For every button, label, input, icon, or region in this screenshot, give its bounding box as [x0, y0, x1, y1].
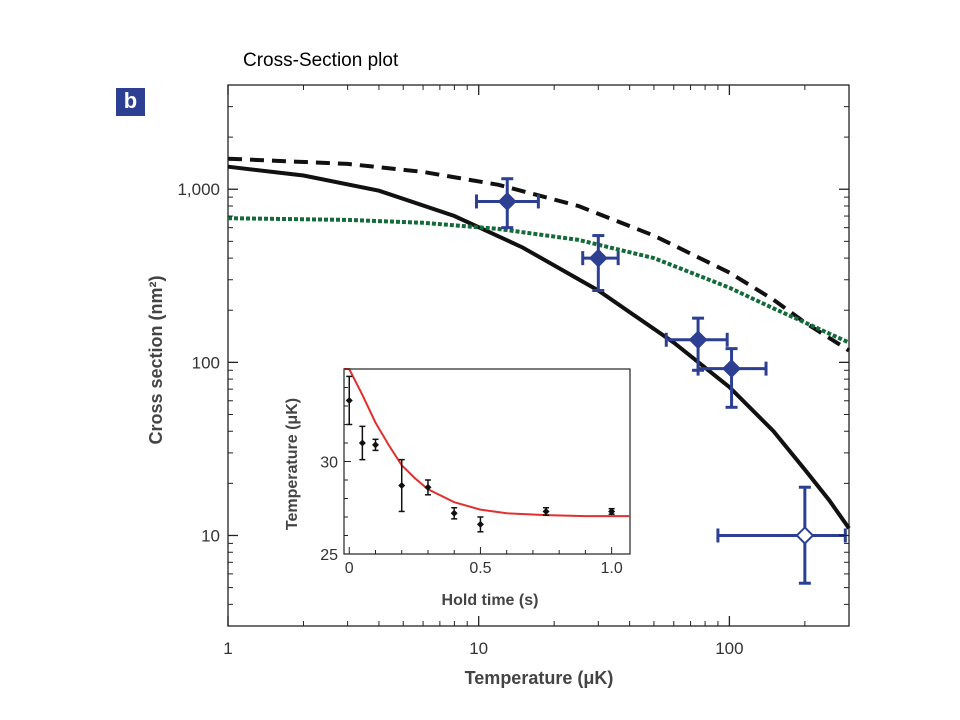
y-tick-label: 1,000 — [177, 180, 220, 199]
inset-y-tick-label: 25 — [320, 547, 338, 564]
theory-curve-solid — [227, 164, 851, 530]
x-axis-label: Temperature (μK) — [465, 668, 614, 688]
inset-y-axis-label: Temperature (μK) — [284, 398, 301, 530]
inset-data-point — [358, 425, 366, 461]
inset-x-tick-label: 0.5 — [469, 560, 491, 577]
inset-data-point — [608, 507, 616, 515]
data-point — [474, 177, 540, 230]
inset-x-tick-label: 1.0 — [601, 560, 623, 577]
y-tick-label: 10 — [201, 526, 220, 545]
inset-data-point — [542, 507, 550, 516]
inset-plot-frame — [343, 368, 631, 555]
inset-x-tick-label: 0 — [345, 560, 354, 577]
theory-curve-dashed — [227, 156, 851, 353]
data-point — [664, 316, 729, 372]
inset-data-point — [345, 375, 353, 426]
data-point — [716, 485, 847, 585]
data-point — [581, 234, 620, 293]
y-tick-label: 100 — [192, 353, 220, 372]
inset-y-tick-label: 30 — [320, 455, 338, 472]
x-tick-label: 100 — [715, 639, 743, 658]
x-tick-label: 1 — [223, 639, 232, 658]
theory-curve-dotted — [227, 216, 850, 345]
page-title: Cross-Section plot — [243, 50, 399, 71]
inset-data-point — [424, 479, 432, 496]
inset-data-point — [371, 438, 379, 452]
inset-x-axis-label: Hold time (s) — [442, 592, 539, 609]
inset-fit-curve — [344, 368, 630, 518]
x-tick-label: 10 — [469, 639, 488, 658]
inset-data-point — [476, 516, 484, 533]
panel-badge: b — [116, 88, 145, 116]
inset-data-point — [450, 507, 458, 520]
y-axis-label: Cross section (nm²) — [146, 275, 166, 444]
data-point — [696, 347, 768, 409]
main-plot-frame — [227, 84, 850, 627]
inset-data-point — [398, 458, 406, 513]
